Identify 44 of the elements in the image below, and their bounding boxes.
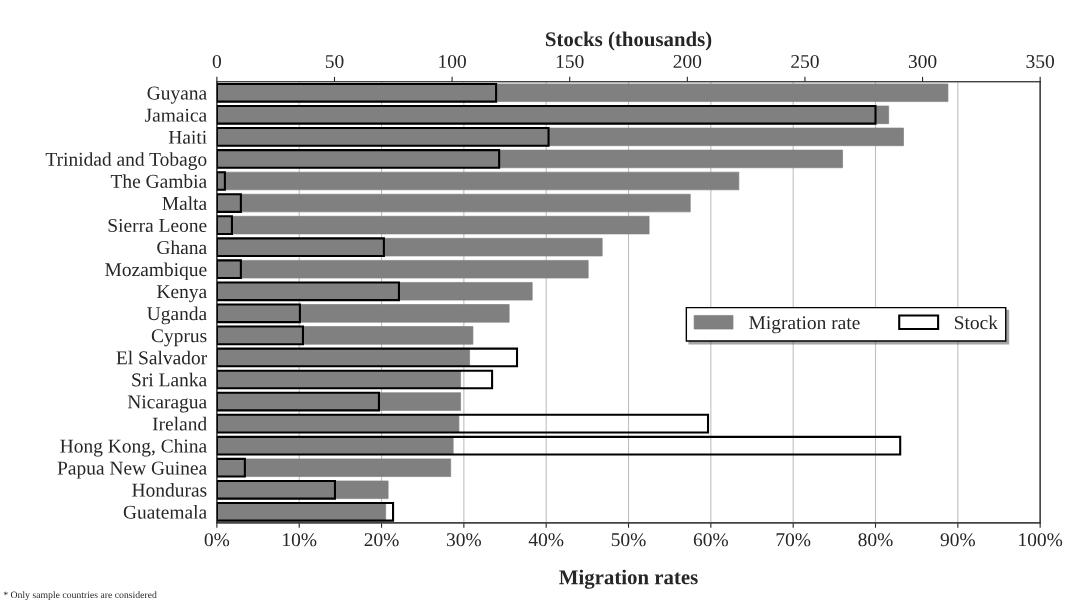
y-tick-label: Ghana — [157, 240, 207, 255]
y-tick-label: Ireland — [152, 416, 207, 431]
text: * Only sample countries are considered — [3, 591, 157, 601]
x2-tick-label: 0 — [212, 54, 221, 69]
y-tick-label: Hong Kong, China — [60, 438, 207, 457]
x-tick-label: 20% — [364, 533, 399, 547]
x2-tick-label: 200 — [673, 54, 702, 69]
y-tick-label: Jamaica — [144, 108, 207, 122]
x-tick-label: 100% — [1019, 533, 1063, 547]
y-tick-label: Papua New Guinea — [57, 461, 207, 479]
x-tick-label: 60% — [693, 533, 728, 547]
x2-tick-label: 250 — [791, 54, 819, 69]
x2-tick-label: 50 — [325, 54, 344, 69]
y-tick-label: Nicaragua — [127, 395, 207, 413]
y-tick-label: Guyana — [147, 86, 207, 104]
y-tick-label: Sri Lanka — [132, 372, 207, 387]
y-tick-label: El Salvador — [116, 350, 207, 365]
x-tick-label: 80% — [858, 533, 893, 547]
x2-tick-label: 300 — [908, 54, 937, 69]
y-tick-label: The Gambia — [110, 174, 207, 188]
x-axis-title: Migration rates — [559, 569, 698, 589]
y-tick-label: Malta — [162, 196, 207, 210]
y-tick-label: Mozambique — [105, 262, 207, 281]
y-tick-label: Trinidad and Tobago — [45, 152, 207, 170]
y-tick-label: Kenya — [156, 285, 207, 303]
x-tick-label: 50% — [611, 533, 646, 547]
y-tick-label: Sierra Leone — [108, 218, 207, 233]
y-tick-label: Cyprus — [151, 329, 207, 347]
x-tick-label: 30% — [446, 533, 482, 547]
y-tick-label: Haiti — [168, 130, 207, 144]
x-tick-label: 90% — [940, 533, 975, 547]
legend-label: Stock — [954, 315, 998, 330]
x2-tick-label: 100 — [439, 54, 466, 69]
y-tick-label: Guatemala — [123, 505, 207, 519]
x-tick-label: 70% — [776, 533, 811, 547]
x2-tick-label: 350 — [1026, 54, 1054, 69]
legend-label: Migration rate — [749, 316, 860, 334]
x-tick-label: 40% — [528, 533, 564, 547]
x-tick-label: 10% — [283, 533, 317, 547]
x-tick-label: 0% — [204, 533, 230, 547]
x2-tick-label: 150 — [556, 54, 584, 69]
x2-axis-title: Stocks (thousands) — [545, 31, 712, 51]
y-tick-label: Uganda — [147, 306, 207, 325]
y-tick-label: Honduras — [132, 483, 207, 497]
